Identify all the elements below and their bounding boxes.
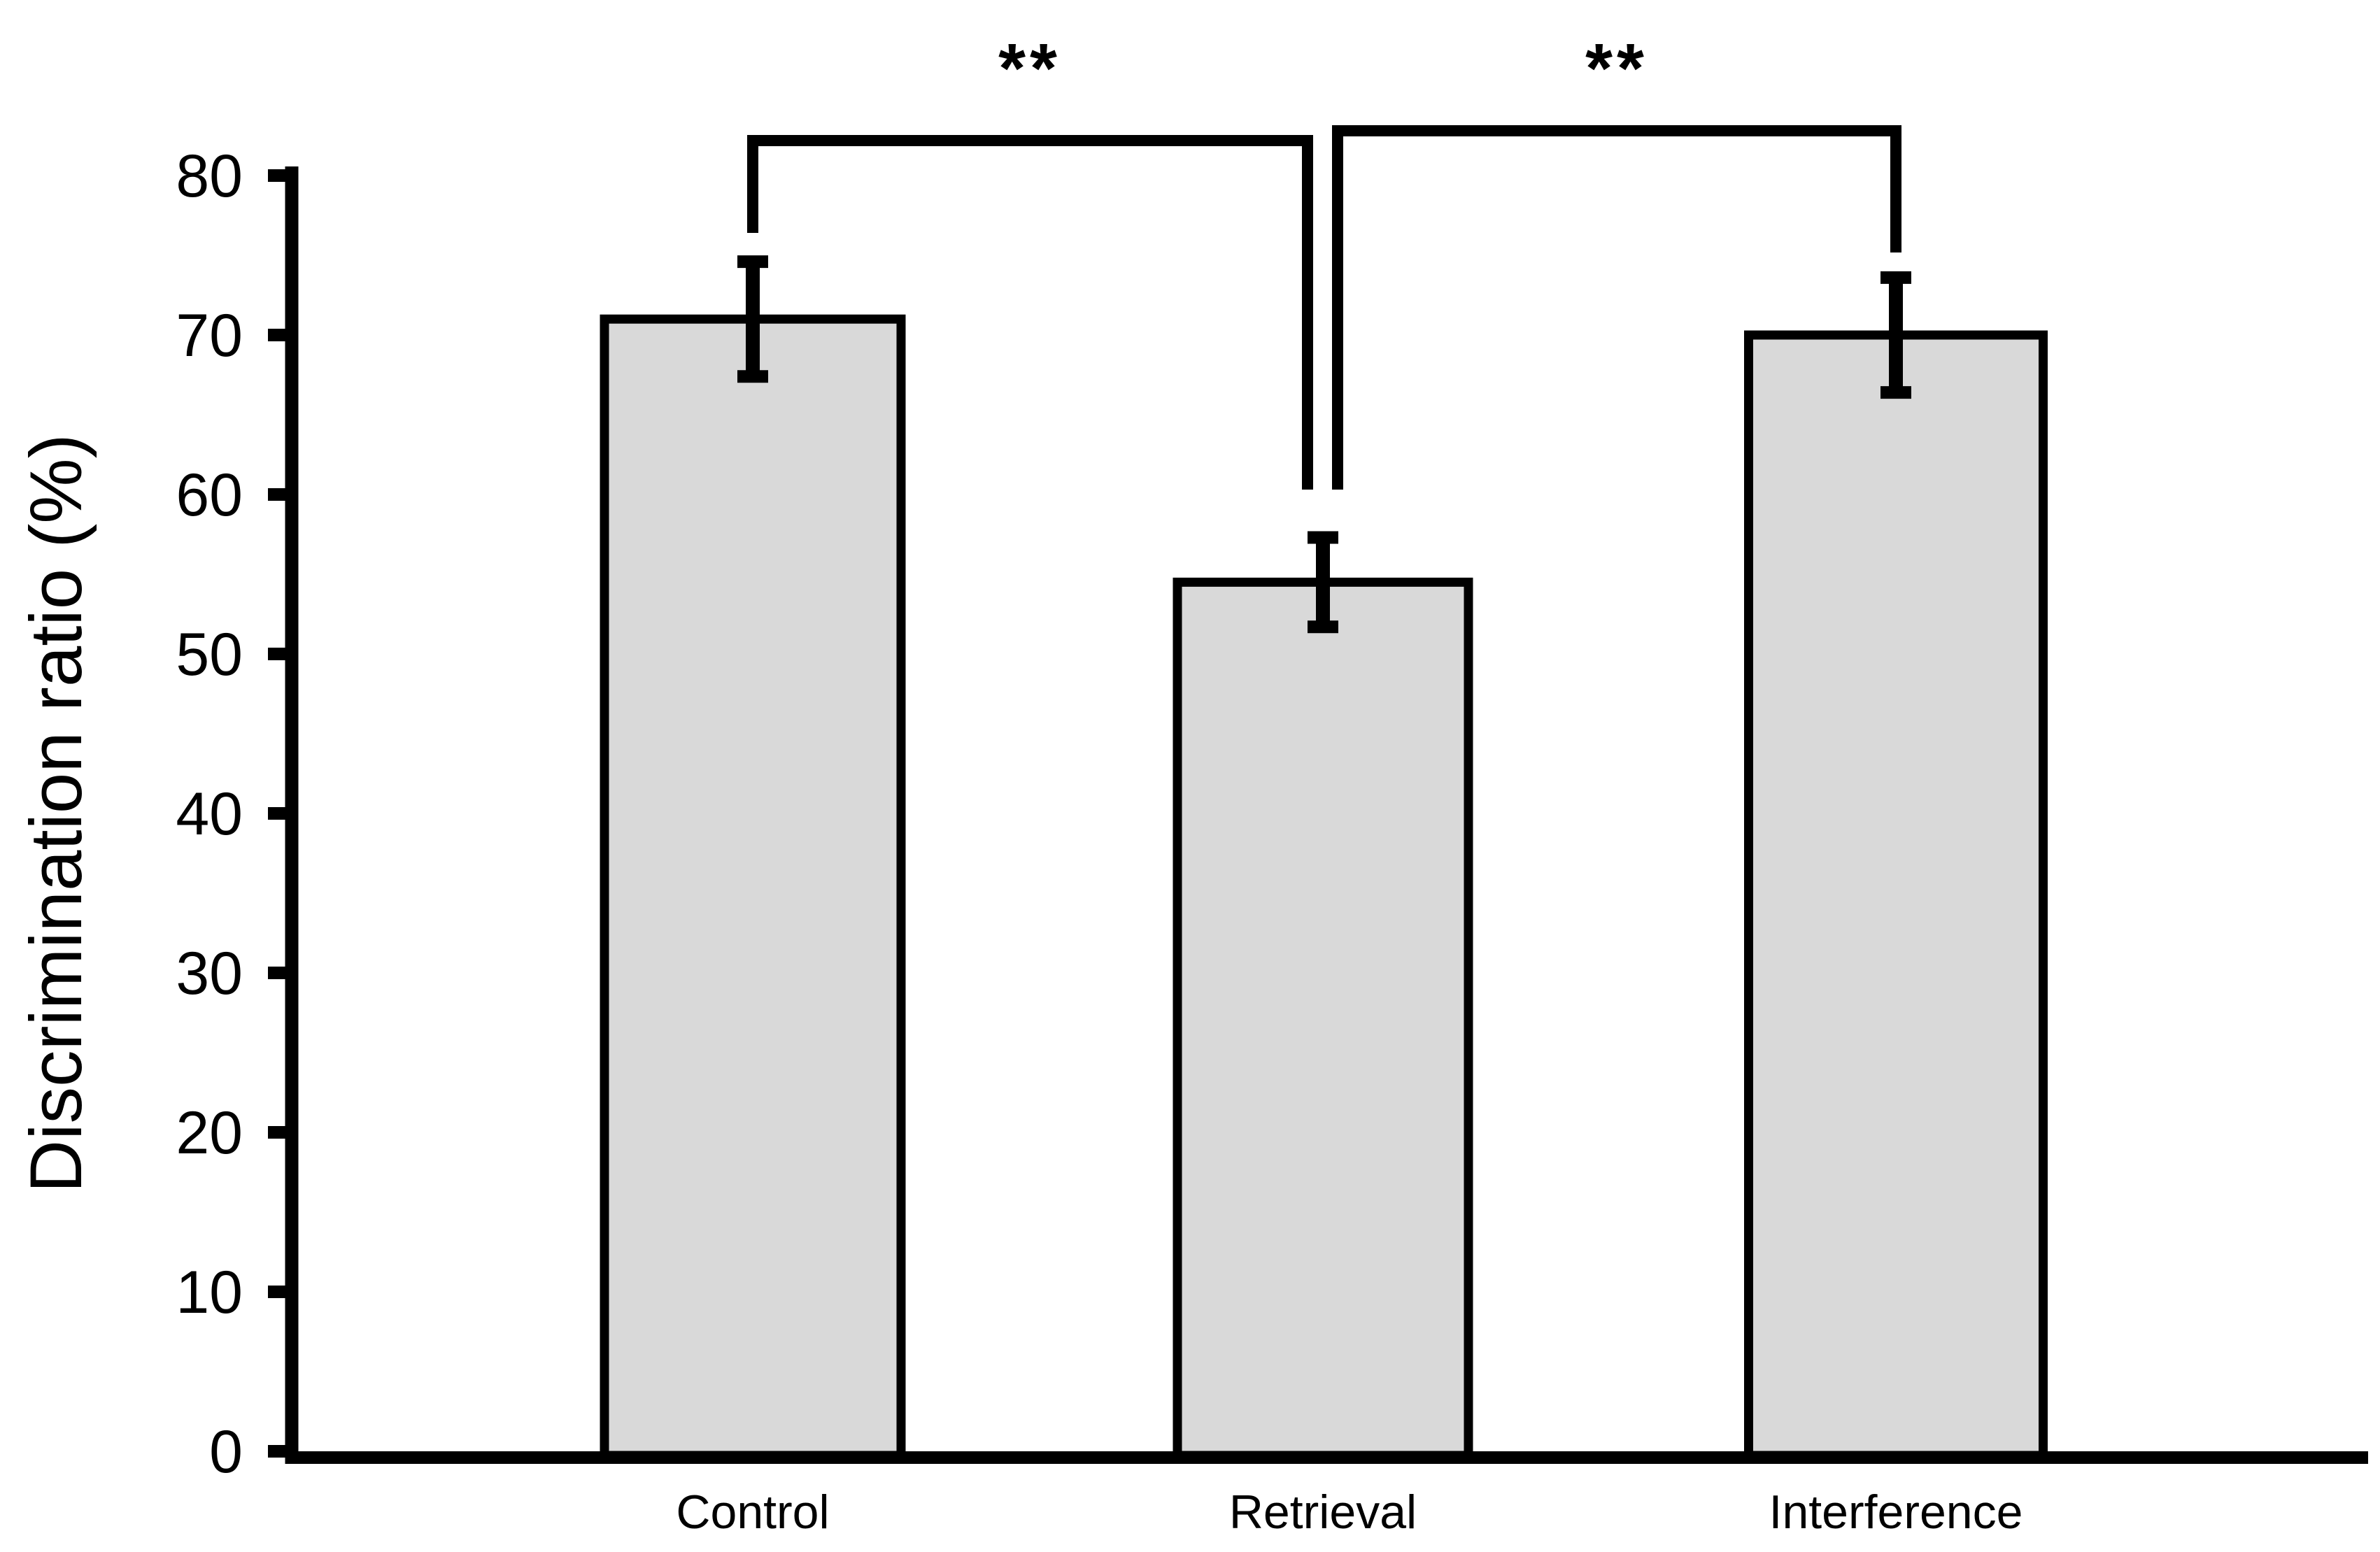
y-tick-label-0: 0 (209, 1418, 243, 1486)
x-label-retrieval: Retrieval (1229, 1486, 1417, 1539)
significance-label-control-retrieval: ** (998, 29, 1061, 108)
y-tick-label-10: 10 (176, 1259, 243, 1326)
y-tick-label-70: 70 (176, 302, 243, 369)
y-tick-label-20: 20 (176, 1099, 243, 1167)
y-tick-label-40: 40 (176, 781, 243, 848)
y-axis-title: Discrimination ratio (%) (15, 434, 97, 1193)
significance-bracket-control-retrieval (747, 135, 1313, 490)
y-tick-label-50: 50 (176, 621, 243, 688)
x-label-control: Control (676, 1486, 829, 1539)
bar-interference (1744, 330, 2048, 1460)
bar-control (600, 314, 906, 1460)
y-tick-label-80: 80 (176, 143, 243, 210)
significance-bracket-retrieval-interference (1332, 125, 1901, 490)
y-tick-label-30: 30 (176, 940, 243, 1007)
bar-retrieval (1173, 577, 1473, 1460)
significance-label-retrieval-interference: ** (1585, 29, 1648, 108)
x-label-interference: Interference (1769, 1486, 2023, 1539)
y-tick-label-60: 60 (176, 462, 243, 529)
